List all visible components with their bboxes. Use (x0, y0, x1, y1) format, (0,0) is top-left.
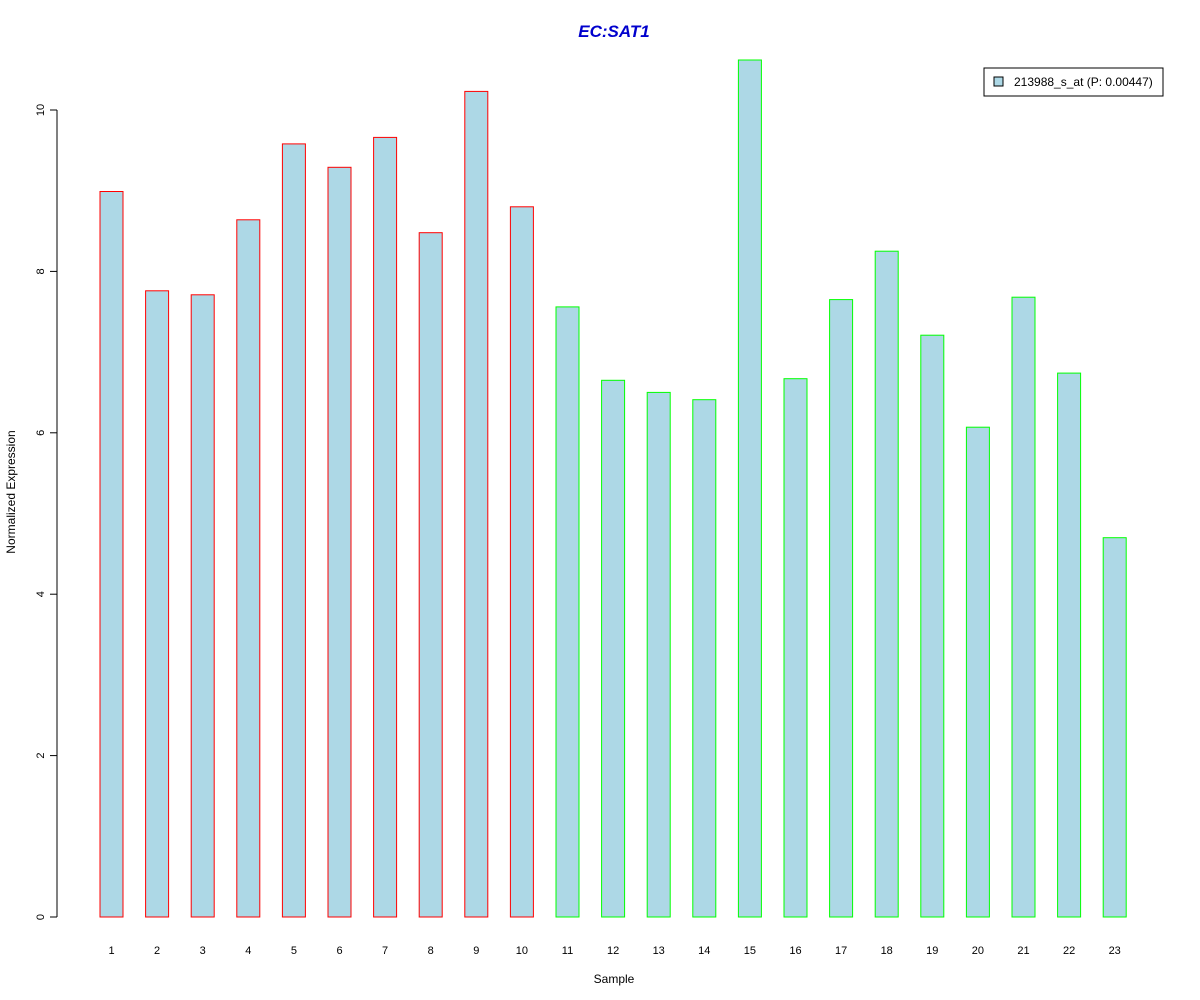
y-tick-label: 0 (35, 914, 47, 920)
bar-sample-12 (601, 379, 626, 918)
x-tick-label: 21 (1017, 945, 1029, 957)
x-tick-label: 4 (245, 945, 251, 957)
bar-sample-6 (327, 166, 352, 918)
chart-title: EC:SAT1 (578, 22, 649, 41)
bar-sample-23 (1102, 537, 1127, 918)
x-tick-label: 14 (698, 945, 710, 957)
bar-sample-16 (783, 378, 808, 918)
y-tick-label: 6 (35, 430, 47, 436)
bar-sample-21 (1011, 296, 1036, 918)
x-tick-label: 5 (291, 945, 297, 957)
bar-sample-14 (692, 399, 717, 918)
y-tick-label: 10 (35, 104, 47, 116)
x-tick-label: 20 (972, 945, 984, 957)
bar-sample-10 (509, 206, 534, 918)
y-tick-label: 2 (35, 753, 47, 759)
x-tick-label: 12 (607, 945, 619, 957)
x-tick-label: 23 (1109, 945, 1121, 957)
x-tick-label: 18 (881, 945, 893, 957)
bar-sample-2 (145, 290, 170, 918)
x-axis-title: Sample (594, 972, 635, 986)
bar-sample-18 (874, 250, 899, 918)
bar-sample-1 (99, 191, 124, 918)
x-tick-label: 8 (428, 945, 434, 957)
x-tick-label: 11 (562, 945, 573, 957)
bar-sample-3 (190, 294, 215, 918)
y-tick-label: 8 (35, 268, 47, 274)
x-tick-label: 6 (336, 945, 342, 957)
x-tick-label: 10 (516, 945, 528, 957)
bar-sample-8 (418, 232, 443, 918)
bars (99, 59, 1127, 918)
bar-sample-9 (464, 90, 489, 918)
bar-sample-20 (965, 426, 990, 918)
bar-sample-5 (281, 143, 306, 918)
x-tick-label: 15 (744, 945, 756, 957)
x-tick-label: 3 (200, 945, 206, 957)
x-tick-label: 22 (1063, 945, 1075, 957)
x-tick-label: 13 (653, 945, 665, 957)
bar-sample-4 (236, 219, 261, 918)
x-tick-label: 9 (473, 945, 479, 957)
bar-sample-15 (737, 59, 762, 918)
bar-sample-17 (829, 299, 854, 918)
x-tick-label: 19 (926, 945, 938, 957)
bar-sample-11 (555, 306, 580, 918)
x-tick-label: 1 (108, 945, 114, 957)
bar-sample-22 (1057, 372, 1082, 918)
x-tick-label: 7 (382, 945, 388, 957)
y-axis: 0 2 4 6 8 10 (35, 104, 58, 920)
bar-sample-7 (373, 136, 398, 918)
legend-box (983, 67, 1164, 97)
bar-sample-13 (646, 391, 671, 918)
legend: 213988_s_at (P: 0.00447) (983, 67, 1164, 97)
x-tick-label: 16 (789, 945, 801, 957)
y-axis-title: Normalized Expression (4, 430, 18, 553)
legend-label: 213988_s_at (P: 0.00447) (1014, 75, 1153, 89)
x-tick-label: 2 (154, 945, 160, 957)
y-tick-label: 4 (35, 591, 47, 597)
legend-swatch (993, 76, 1004, 87)
x-axis: 1 2 3 4 5 6 7 8 9 10 11 12 13 14 15 16 17 18 19 20 21 22 23 (108, 945, 1120, 957)
bar-sample-19 (920, 334, 945, 918)
x-tick-label: 17 (835, 945, 847, 957)
